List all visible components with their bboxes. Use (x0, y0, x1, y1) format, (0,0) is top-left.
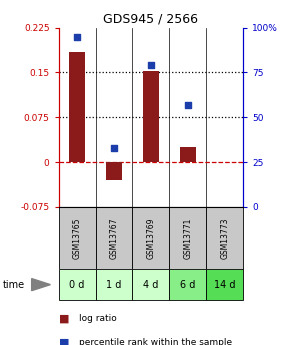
Bar (206, 269, 243, 300)
Point (185, 102, 190, 108)
Text: percentile rank within the sample: percentile rank within the sample (79, 338, 232, 345)
Bar (206, 207, 243, 269)
Bar (96, 269, 132, 300)
Text: 14 d: 14 d (214, 280, 236, 289)
Polygon shape (32, 278, 50, 290)
Title: GDS945 / 2566: GDS945 / 2566 (103, 12, 198, 25)
Bar (69, 51, 85, 162)
Text: GSM13773: GSM13773 (220, 217, 229, 259)
Text: 4 d: 4 d (143, 280, 159, 289)
Bar (132, 269, 169, 300)
Bar (132, 207, 169, 269)
Text: GSM13767: GSM13767 (110, 217, 118, 259)
Bar (180, 147, 196, 162)
Bar (169, 207, 206, 269)
Text: GSM13765: GSM13765 (73, 217, 81, 259)
Text: log ratio: log ratio (79, 314, 117, 323)
Point (112, 145, 116, 150)
Bar (169, 269, 206, 300)
Text: ■: ■ (59, 338, 69, 345)
Text: GSM13769: GSM13769 (146, 217, 155, 259)
Bar (59, 269, 96, 300)
Text: 1 d: 1 d (106, 280, 122, 289)
Text: 6 d: 6 d (180, 280, 195, 289)
Bar (59, 207, 96, 269)
Text: time: time (3, 280, 25, 289)
Point (75, 34, 79, 39)
Text: ■: ■ (59, 314, 69, 324)
Bar (143, 71, 159, 162)
Text: GSM13771: GSM13771 (183, 217, 192, 259)
Bar (106, 162, 122, 180)
Point (149, 62, 153, 68)
Text: 0 d: 0 d (69, 280, 85, 289)
Bar (96, 207, 132, 269)
